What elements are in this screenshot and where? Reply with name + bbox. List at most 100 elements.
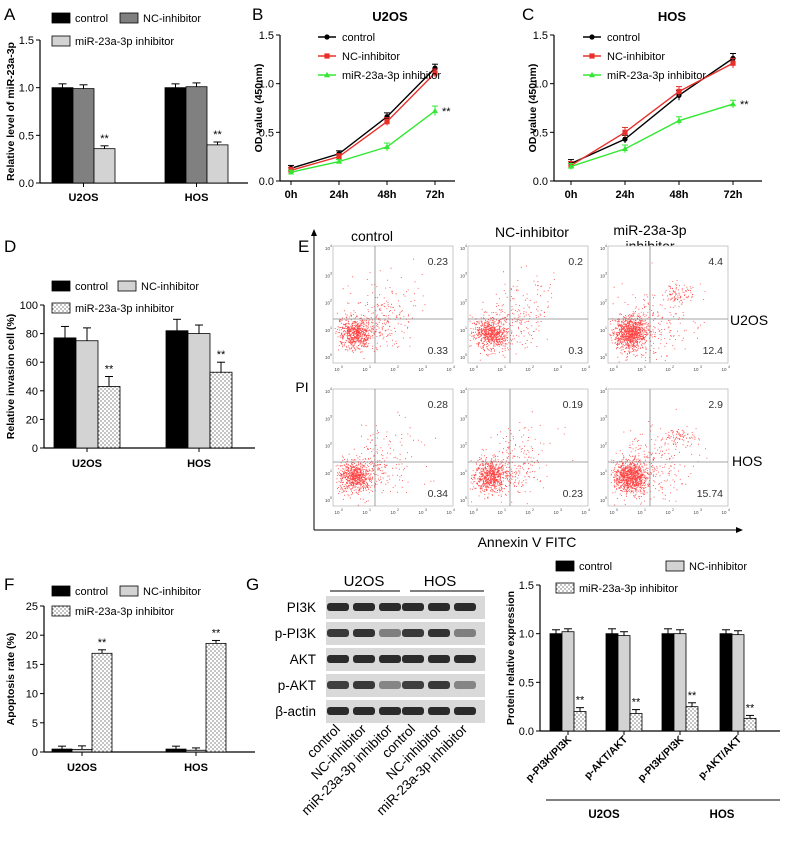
quadrant-value-lower-right: 0.23 bbox=[563, 488, 584, 500]
y-tick-label: 0.0 bbox=[259, 176, 274, 188]
chart-f: 0 5 10 15 20 25 Apoptosis rate (%) ** U2OS ** HOS c… bbox=[5, 585, 255, 774]
bar bbox=[661, 633, 675, 732]
x-tick-label: 72h bbox=[426, 189, 445, 201]
x-tick-label: 10 bbox=[469, 510, 475, 515]
y-tick-label: 0.0 bbox=[19, 178, 34, 190]
x-tick-label: 0h bbox=[565, 189, 578, 201]
chart-b: 0.0 0.5 1.0 1.5 OD value (450nm) 0h 24h 48h 72h *… bbox=[253, 9, 455, 201]
blot-band bbox=[428, 655, 450, 663]
blot-band bbox=[454, 681, 476, 689]
legend-inhibitor-swatch bbox=[51, 605, 71, 617]
significance-mark: ** bbox=[105, 364, 114, 376]
quadrant-value-lower-right: 15.74 bbox=[697, 488, 723, 500]
x-tick-label: 24h bbox=[330, 189, 349, 201]
x-tick-label: p-AKT/AKT bbox=[696, 733, 744, 781]
y-tick-label: 10 bbox=[325, 328, 331, 333]
x-tick-label: p-PI3K/PI3K bbox=[636, 733, 687, 784]
y-tick-label: 100 bbox=[20, 300, 38, 312]
y-tick-label: 10 bbox=[325, 444, 331, 449]
y-tick-exponent: 0 bbox=[605, 353, 607, 357]
y-tick-label: 80 bbox=[26, 329, 38, 341]
quadrant-value-upper-right: 0.28 bbox=[428, 399, 449, 411]
blot-band bbox=[379, 655, 401, 663]
data-point bbox=[622, 129, 628, 135]
quadrant-value-lower-right: 0.3 bbox=[568, 345, 583, 357]
y-tick-label: 10 bbox=[460, 273, 466, 278]
y-tick-label: 10 bbox=[460, 355, 466, 360]
x-tick-exponent: 2 bbox=[532, 508, 534, 512]
y-tick-label: 10 bbox=[600, 416, 606, 421]
blot-band bbox=[327, 681, 349, 689]
x-tick-label: 10 bbox=[693, 510, 699, 515]
series-line bbox=[290, 67, 436, 170]
panel-label-b: B bbox=[252, 5, 263, 24]
legend-label: NC-inhibitor bbox=[607, 51, 665, 63]
bar bbox=[91, 652, 113, 753]
x-tick-exponent: 3 bbox=[425, 508, 427, 512]
blot-band bbox=[327, 629, 349, 637]
x-tick-exponent: 0 bbox=[616, 508, 618, 512]
data-point bbox=[288, 169, 294, 175]
blot-band bbox=[353, 681, 375, 689]
quadrant-value-upper-right: 0.23 bbox=[428, 256, 449, 268]
x-tick-exponent: 0 bbox=[616, 365, 618, 369]
bar bbox=[75, 340, 99, 449]
quadrant-value-upper-right: 2.9 bbox=[708, 399, 723, 411]
y-tick-label: 10 bbox=[325, 273, 331, 278]
legend-nc-inhibitor-swatch bbox=[117, 280, 137, 292]
blot-band bbox=[428, 603, 450, 611]
bar bbox=[165, 330, 189, 449]
x-tick-exponent: 2 bbox=[532, 365, 534, 369]
x-tick-exponent: 1 bbox=[369, 365, 371, 369]
x-tick-label: 10 bbox=[334, 367, 340, 372]
y-tick-exponent: 1 bbox=[605, 469, 607, 473]
x-tick-label: 10 bbox=[497, 510, 503, 515]
y-tick-label: 10 bbox=[460, 301, 466, 306]
series-line bbox=[570, 62, 734, 167]
x-tick-label: 10 bbox=[609, 510, 615, 515]
bar bbox=[93, 148, 116, 184]
bar bbox=[549, 633, 563, 732]
x-tick-exponent: 2 bbox=[397, 508, 399, 512]
bar bbox=[605, 633, 619, 732]
legend-marker bbox=[324, 53, 330, 59]
x-tick-label: 10 bbox=[665, 510, 671, 515]
bar bbox=[206, 144, 229, 184]
data-point bbox=[384, 119, 390, 125]
legend-control-label: control bbox=[75, 281, 108, 293]
y-tick-label: 10 bbox=[325, 301, 331, 306]
y-tick-label: 0.0 bbox=[519, 726, 534, 738]
blot-band bbox=[402, 603, 424, 611]
legend-inhibitor-swatch bbox=[555, 582, 575, 594]
legend-marker bbox=[324, 34, 330, 40]
legend-marker bbox=[589, 34, 595, 40]
x-tick-label: U2OS bbox=[67, 762, 97, 774]
significance-mark: ** bbox=[100, 133, 109, 145]
x-tick-label: 10 bbox=[721, 367, 727, 372]
data-points bbox=[469, 265, 555, 361]
y-tick-exponent: 4 bbox=[605, 387, 607, 391]
group-label: HOS bbox=[710, 809, 735, 821]
x-tick-label: 10 bbox=[553, 510, 559, 515]
y-tick-label: 1.5 bbox=[533, 30, 548, 42]
y-axis-title: OD value (450nm) bbox=[253, 64, 265, 153]
y-tick-label: 10 bbox=[460, 389, 466, 394]
x-tick-label: 10 bbox=[469, 367, 475, 372]
y-tick-label: 15 bbox=[26, 659, 38, 671]
x-tick-exponent: 0 bbox=[476, 508, 478, 512]
y-tick-exponent: 0 bbox=[330, 353, 332, 357]
y-tick-exponent: 2 bbox=[605, 299, 607, 303]
data-point bbox=[730, 100, 736, 107]
x-tick-exponent: 2 bbox=[672, 365, 674, 369]
blot-band bbox=[454, 603, 476, 611]
bar bbox=[187, 333, 211, 449]
y-tick-label: 10 bbox=[600, 444, 606, 449]
flow-plot: 10 010 010 110 110 210 210 310 310 410 44.412.4 bbox=[600, 244, 730, 372]
x-tick-exponent: 3 bbox=[700, 365, 702, 369]
y-axis-title: Apoptosis rate (%) bbox=[5, 633, 17, 726]
flow-plot: 10 010 010 110 110 210 210 310 310 410 40.230.33 bbox=[325, 244, 455, 372]
x-tick-exponent: 1 bbox=[644, 365, 646, 369]
data-points bbox=[334, 258, 426, 359]
